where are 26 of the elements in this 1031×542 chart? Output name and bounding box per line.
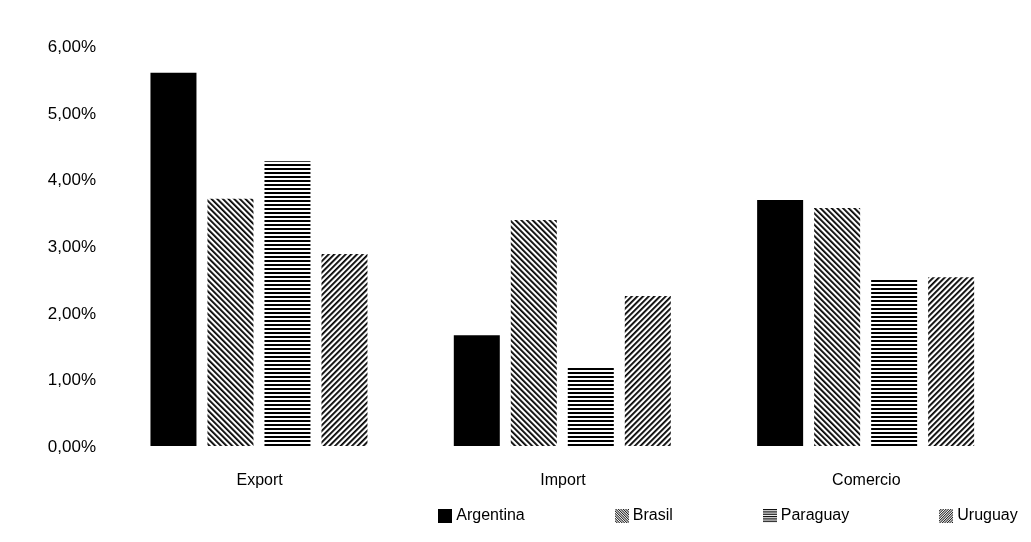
bar	[264, 161, 311, 446]
bar	[624, 296, 671, 446]
legend-label: Argentina	[456, 506, 525, 523]
bar	[928, 277, 975, 446]
y-tick-label: 5,00%	[47, 103, 96, 123]
bar	[567, 367, 614, 446]
bar	[207, 198, 254, 446]
legend-label: Brasil	[632, 506, 673, 523]
bar	[453, 335, 500, 446]
bar	[757, 200, 804, 446]
legend-label: Uruguay	[957, 506, 1018, 523]
y-tick-label: 4,00%	[47, 170, 96, 190]
legend-label: Paraguay	[780, 506, 850, 523]
y-tick-label: 6,00%	[47, 37, 96, 57]
bar	[150, 72, 197, 446]
x-tick-label: Export	[236, 471, 284, 489]
x-tick-label: Comercio	[832, 471, 901, 489]
y-tick-label: 3,00%	[47, 237, 96, 257]
bar	[510, 220, 557, 446]
y-tick-label: 2,00%	[47, 303, 96, 323]
bar	[871, 280, 918, 446]
x-tick-label: Import	[540, 471, 587, 489]
y-tick-label: 1,00%	[47, 370, 96, 390]
y-tick-label: 0,00%	[47, 437, 96, 457]
bar	[321, 254, 368, 446]
bar	[814, 208, 861, 446]
